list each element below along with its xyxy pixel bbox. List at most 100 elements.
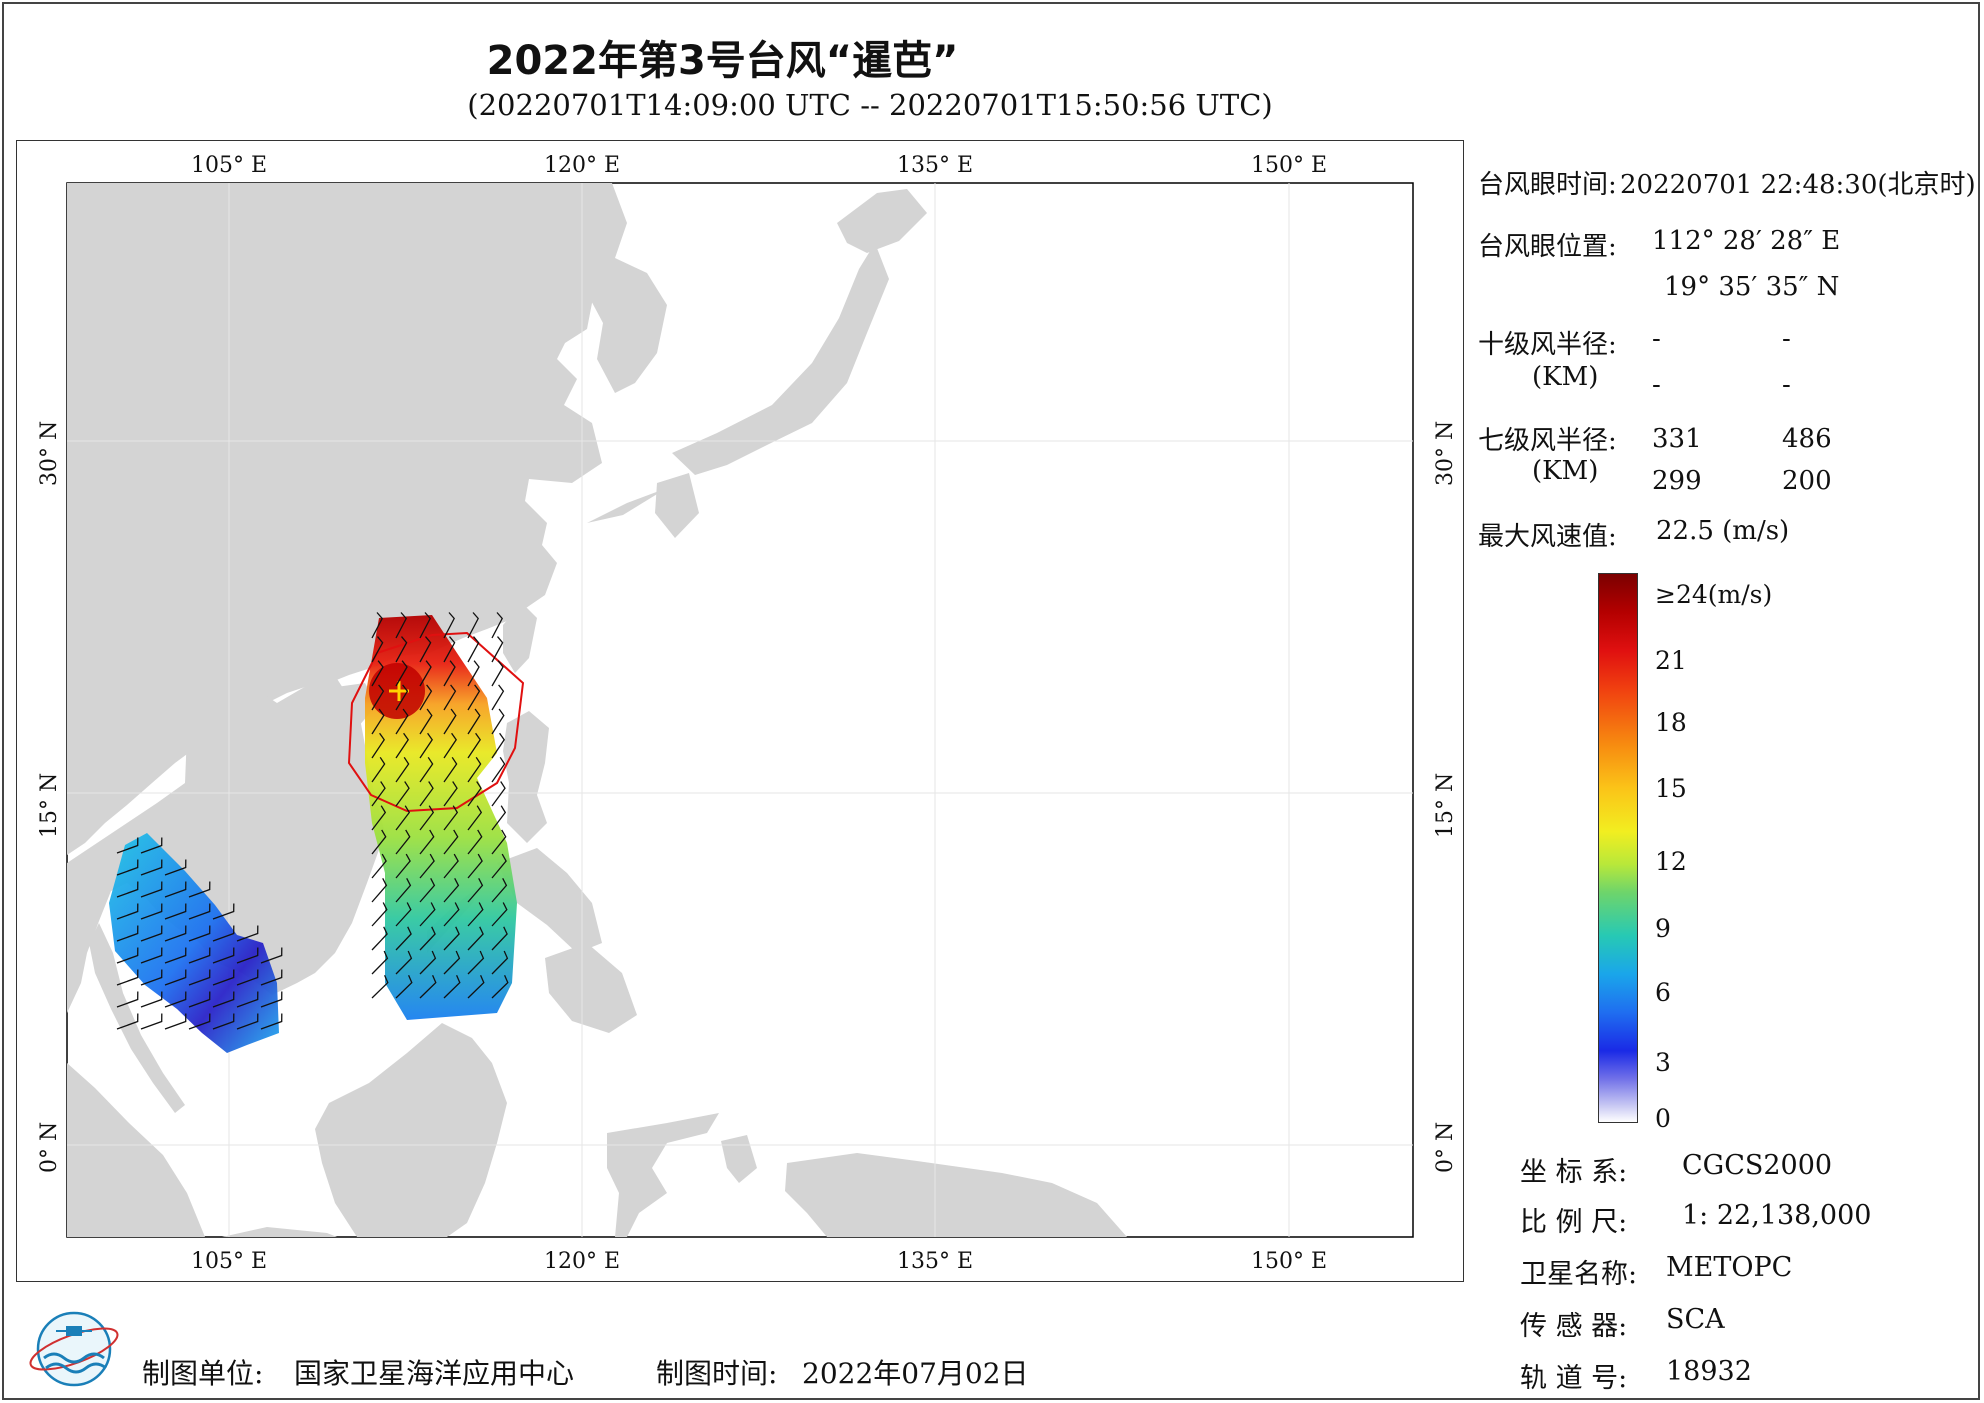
wind-barb [419, 926, 436, 951]
wind-barb [164, 1013, 187, 1030]
wind-barb [419, 732, 433, 759]
r10-value: - [1782, 370, 1791, 400]
wind-barb [419, 684, 433, 711]
wind-barb [443, 877, 460, 903]
crs-value: CGCS2000 [1682, 1150, 1833, 1181]
wind-barb [371, 975, 389, 999]
r7-unit: (KM) [1532, 456, 1599, 486]
wind-barb [371, 853, 387, 879]
wind-barb [419, 636, 432, 663]
wind-barb [395, 950, 413, 975]
land-honshu [672, 243, 889, 475]
wind-barb [467, 975, 485, 999]
wind-barb [164, 859, 187, 876]
wind-barb [140, 859, 163, 876]
scale-label: 比 例 尺: [1520, 1207, 1628, 1238]
colorbar-tick: 15 [1655, 774, 1687, 803]
wind-barb [419, 805, 435, 831]
wind-barb [188, 969, 211, 986]
wind-barb [395, 975, 413, 999]
wind-barb [212, 903, 235, 920]
wind-barb [467, 877, 484, 903]
wind-barb [467, 902, 484, 927]
lat-label-right: 30° N [1433, 420, 1458, 486]
wind-barb [371, 636, 384, 663]
lon-label-top: 150° E [1250, 153, 1328, 178]
wind-barb [419, 781, 434, 807]
wind-barb [395, 732, 409, 759]
land-mindoro-visayas [497, 848, 602, 953]
wind-barb [467, 732, 481, 759]
wind-barb [164, 881, 187, 898]
wind-barb [116, 859, 139, 876]
wind-barb [443, 950, 461, 975]
lon-label-bottom: 150° E [1250, 1249, 1328, 1274]
r7-value: 299 [1652, 466, 1702, 496]
land-masses [67, 183, 1127, 1237]
land-mindanao [545, 943, 637, 1033]
land-indochina [67, 671, 385, 1013]
wind-barb [371, 684, 385, 711]
wind-barb [236, 991, 259, 1008]
wind-barb [188, 991, 211, 1008]
wind-barb [491, 636, 504, 663]
wind-barb [491, 902, 508, 927]
max-wind-value: 22.5 (m/s) [1656, 516, 1790, 546]
wind-barb [371, 612, 383, 639]
wind-barb [371, 829, 387, 855]
map-canvas[interactable] [17, 141, 1462, 1281]
scale-value: 1: 22,138,000 [1682, 1200, 1872, 1231]
colorbar-tick: 18 [1655, 708, 1687, 737]
wind-barb [467, 684, 481, 711]
wind-barb [116, 925, 139, 942]
wind-barb [260, 1013, 283, 1030]
land-malay-peninsula [89, 923, 185, 1113]
wind-barb [491, 732, 505, 759]
wind-barb [491, 684, 505, 711]
wind-barb [467, 756, 482, 783]
wind-barb [491, 950, 509, 975]
wind-barb [140, 969, 163, 986]
wind-barb [116, 903, 139, 920]
wind-barb [491, 975, 509, 999]
orbit-value: 18932 [1666, 1356, 1752, 1387]
wind-barb [443, 902, 460, 927]
wind-barb [371, 708, 385, 735]
r7-value: 486 [1782, 424, 1832, 454]
land-hokkaido [837, 189, 927, 253]
wind-barb [212, 991, 235, 1008]
land-new-guinea [785, 1153, 1127, 1237]
wind-barb [188, 903, 211, 920]
wind-barb [467, 926, 484, 951]
wind-barb [164, 991, 187, 1008]
wind-barb [419, 877, 436, 903]
lon-label-top: 105° E [190, 153, 268, 178]
wind-barb [443, 636, 456, 663]
colorbar-tick: 21 [1655, 646, 1687, 675]
colorbar-tick: 12 [1655, 847, 1687, 876]
colorbar-tick: 6 [1655, 978, 1671, 1007]
wind-barb [164, 969, 187, 986]
map-title: 2022年第3号台风“暹芭” [486, 38, 959, 84]
satellite-value: METOPC [1666, 1252, 1793, 1283]
lon-label-bottom: 135° E [896, 1249, 974, 1274]
wind-speed-colorbar [1598, 573, 1638, 1123]
map-subtitle: (20220701T14:09:00 UTC -- 20220701T15:50… [467, 88, 1273, 122]
wind-barb [443, 756, 458, 783]
wind-barb [116, 991, 139, 1008]
wind-barb [491, 829, 507, 855]
land-sumatra [67, 1063, 205, 1237]
r10-label: 十级风半径: [1478, 330, 1617, 360]
nsoas-logo-icon [29, 1311, 119, 1387]
wind-barb [467, 660, 480, 687]
wind-barb [395, 853, 411, 879]
org-value: 国家卫星海洋应用中心 [294, 1357, 575, 1390]
colorbar-max-label: ≥24(m/s) [1655, 580, 1773, 609]
wind-barb [116, 1013, 139, 1030]
wind-barb [491, 756, 506, 783]
wind-barb [467, 708, 481, 735]
land-ryukyu [587, 488, 667, 523]
wind-barb [395, 612, 407, 639]
graticule [67, 183, 1413, 1237]
lat-label-right: 15° N [1433, 772, 1458, 838]
